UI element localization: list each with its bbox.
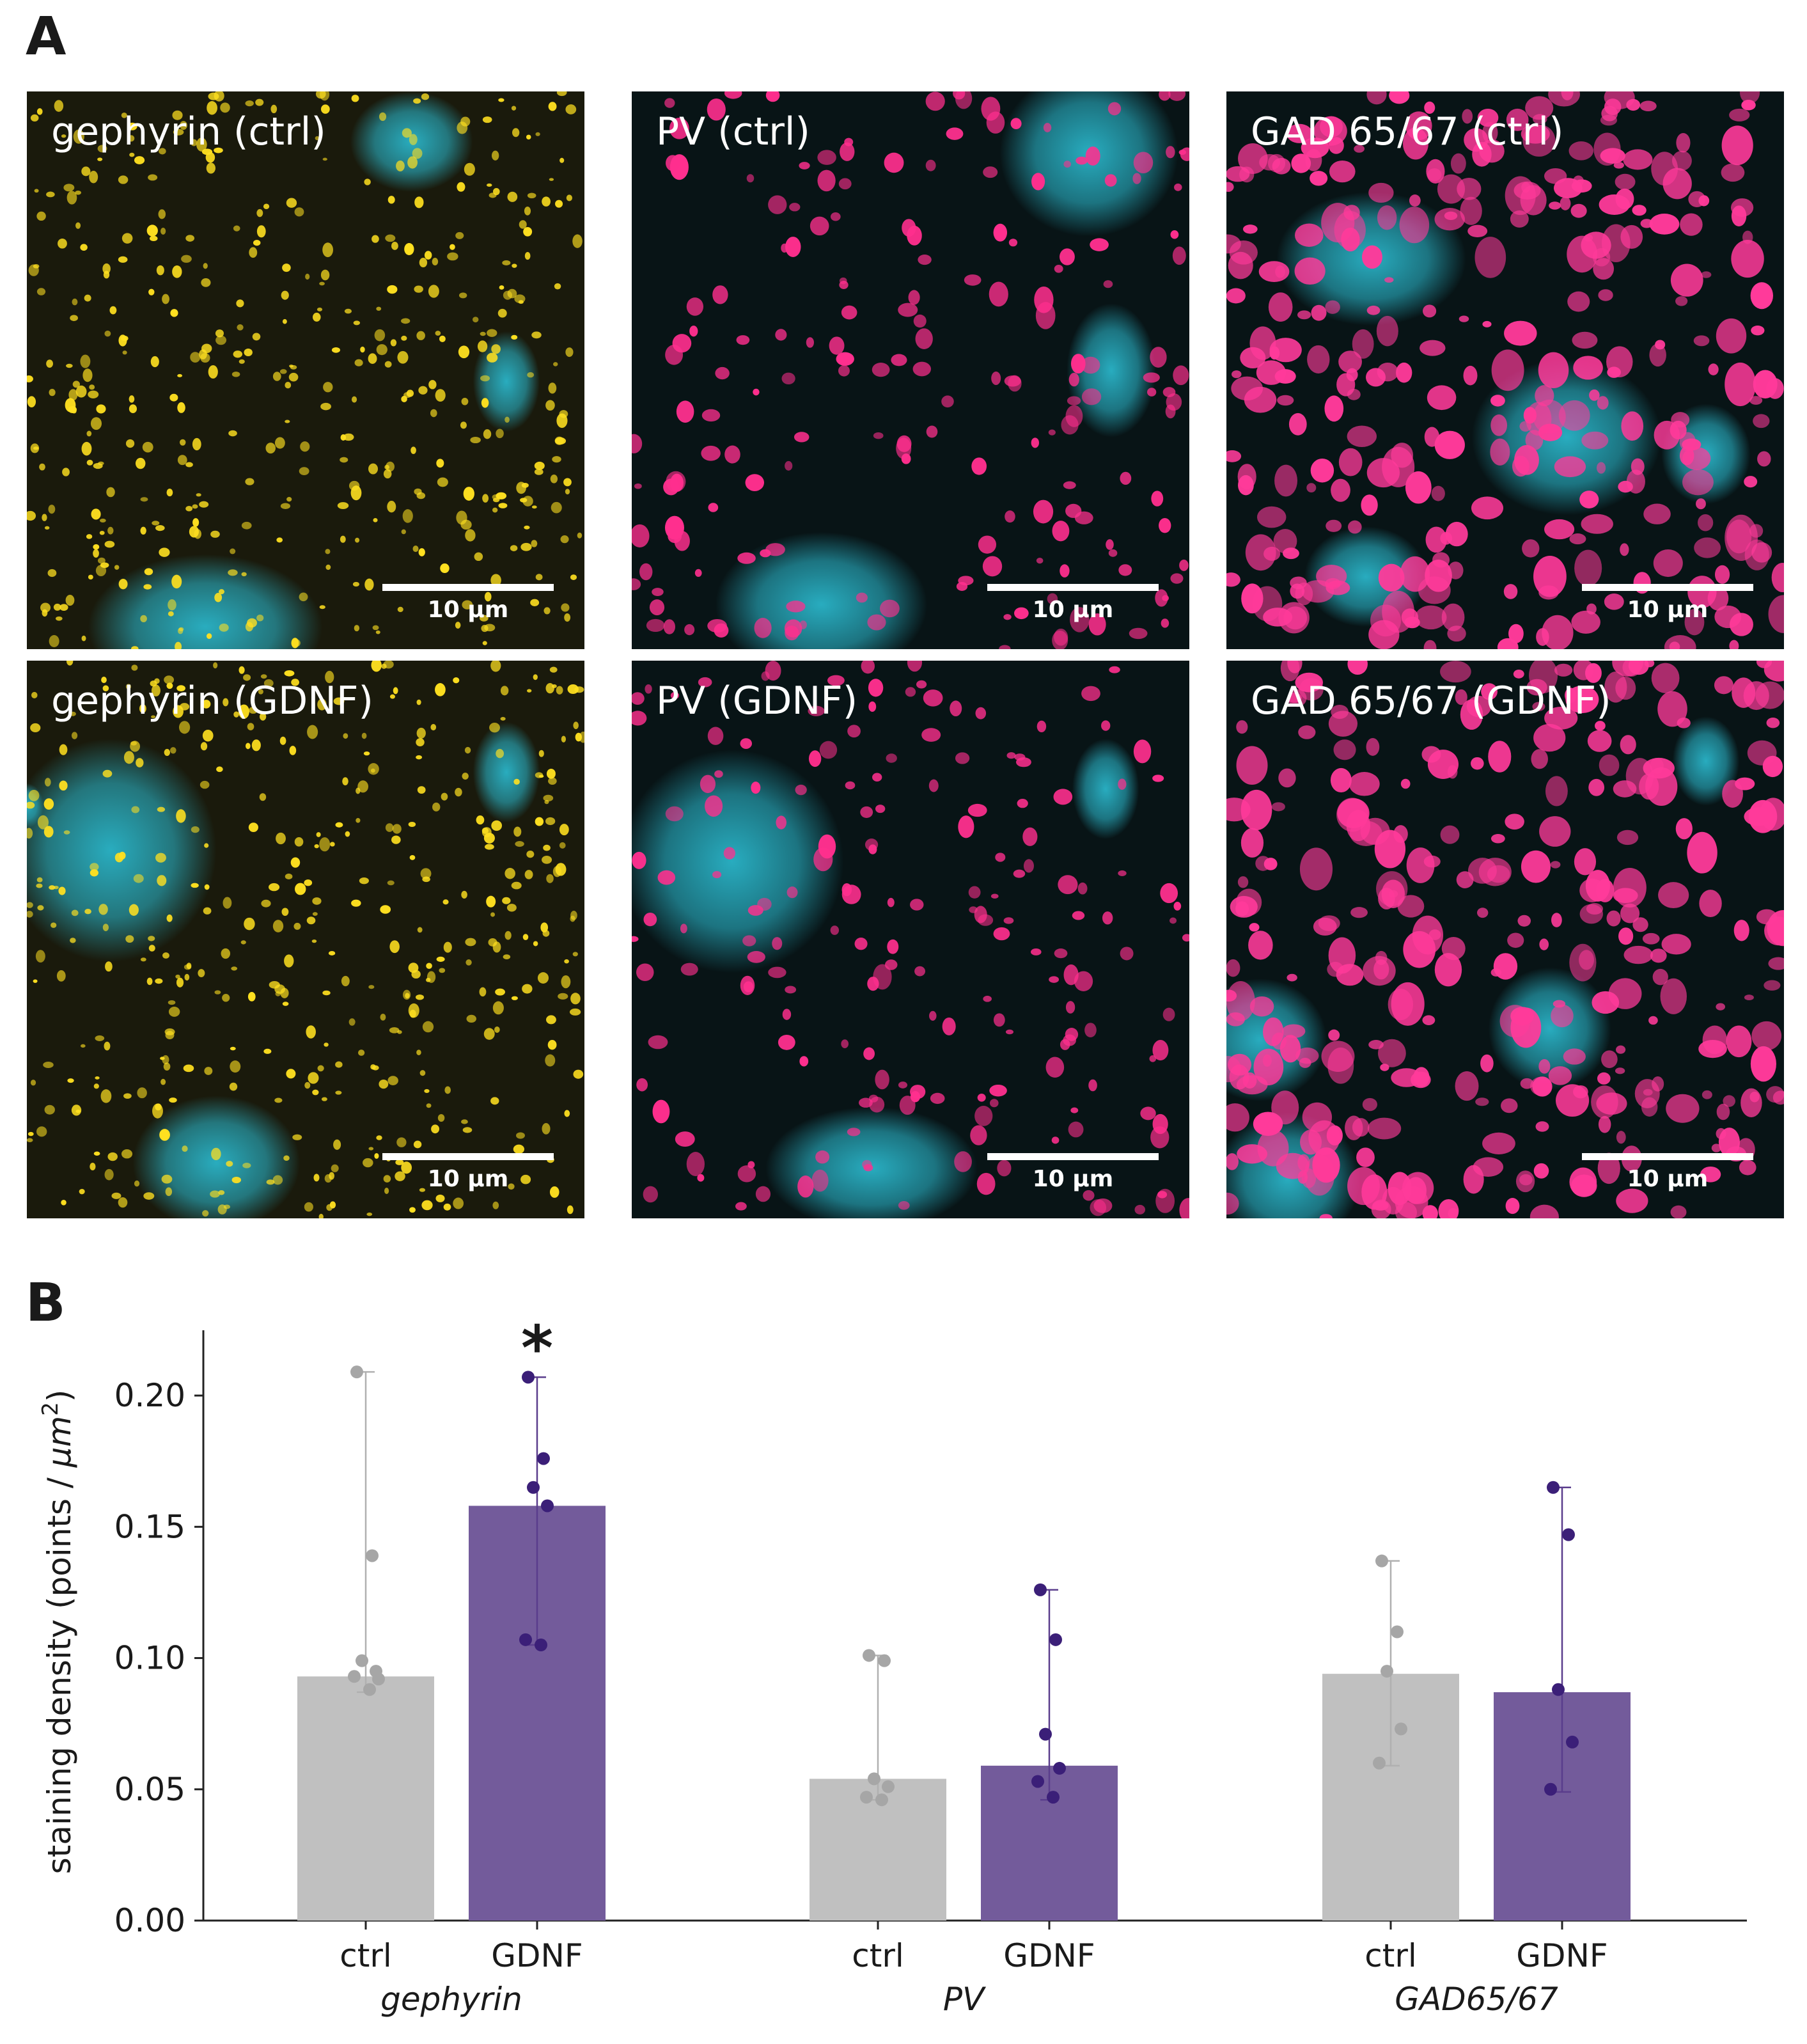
x-tick-label: ctrl: [1365, 1937, 1417, 1974]
data-point: [1562, 1528, 1575, 1541]
y-tick-label: 0.00: [114, 1902, 185, 1939]
bar-chart: 0.00 0.05 0.10 0.15 0.20 staining density (po…: [38, 1312, 1747, 2018]
scale-bar-label: 10 µm: [1627, 597, 1709, 623]
x-tick-label: GDNF: [1003, 1937, 1095, 1974]
micrograph-label: PV (GDNF): [656, 679, 858, 723]
nucleus: [27, 739, 217, 962]
scale-bar-label: 10 µm: [1032, 1166, 1114, 1192]
micrograph-5: PV (GDNF) 10 µm: [632, 661, 1189, 1218]
micrograph-4: gephyrin (GDNF) 10 µm: [27, 661, 584, 1218]
micrograph-image: [27, 91, 584, 649]
nucleus: [473, 721, 540, 822]
data-point: [1544, 1782, 1557, 1796]
data-point: [1053, 1761, 1066, 1775]
data-point: [875, 1793, 888, 1807]
data-point: [356, 1654, 368, 1667]
data-point: [366, 1549, 379, 1562]
scale-bar-label: 10 µm: [1032, 597, 1114, 623]
data-point: [1375, 1554, 1388, 1568]
scale-bar: [987, 584, 1159, 591]
data-point: [372, 1672, 385, 1686]
y-axis-label: staining density (points / µm2): [38, 1390, 78, 1875]
data-point: [348, 1670, 361, 1683]
micrograph-2: PV (ctrl) 10 µm: [632, 91, 1189, 649]
data-point: [1034, 1583, 1047, 1596]
scale-bar: [1582, 1153, 1753, 1160]
scale-bar-label: 10 µm: [427, 597, 509, 623]
micrograph-image: [632, 91, 1189, 649]
data-point: [882, 1780, 895, 1793]
panel-letter-b: B: [26, 1273, 66, 1333]
data-point: [363, 1683, 376, 1696]
group-label: PV: [943, 1981, 987, 2018]
x-tick-label: GDNF: [491, 1937, 583, 1974]
data-point: [350, 1365, 363, 1379]
bar-gephyrin-ctrl: [297, 1676, 434, 1921]
y-tick-label: 0.20: [114, 1377, 185, 1414]
data-point: [535, 1639, 547, 1652]
data-point: [1391, 1625, 1404, 1639]
data-point: [1031, 1775, 1044, 1788]
data-point: [1381, 1665, 1393, 1678]
data-point: [1047, 1791, 1060, 1804]
micrograph-image: [27, 661, 584, 1218]
data-point: [878, 1654, 891, 1667]
micrograph-image: [1226, 91, 1784, 649]
nucleus: [1672, 716, 1740, 806]
micrograph-image: [1226, 661, 1784, 1218]
micrograph-label: gephyrin (GDNF): [51, 679, 373, 723]
micrograph-label: GAD 65/67 (GDNF): [1251, 679, 1611, 723]
data-point: [1049, 1633, 1062, 1646]
micrograph-1: gephyrin (ctrl) 10 µm: [27, 91, 584, 649]
scale-bar-label: 10 µm: [1627, 1166, 1709, 1192]
data-point: [527, 1481, 540, 1494]
micrograph-label: GAD 65/67 (ctrl): [1251, 109, 1564, 154]
micrograph-label: PV (ctrl): [656, 109, 810, 154]
micrograph-label: gephyrin (ctrl): [51, 109, 326, 154]
micrograph-3: GAD 65/67 (ctrl) 10 µm: [1226, 91, 1784, 649]
micrograph-image: [632, 661, 1189, 1218]
scale-bar-label: 10 µm: [427, 1166, 509, 1192]
y-tick-label: 0.10: [114, 1640, 185, 1677]
x-tick-label: ctrl: [852, 1937, 904, 1974]
nucleus: [1072, 739, 1139, 840]
data-point: [1395, 1722, 1407, 1736]
nucleus: [88, 554, 323, 649]
data-point: [1566, 1735, 1579, 1749]
y-tick-label: 0.15: [114, 1508, 185, 1545]
group-label: GAD65/67: [1395, 1981, 1558, 2018]
data-point: [1547, 1481, 1560, 1494]
panel-letter-a: A: [26, 6, 66, 67]
data-point: [1039, 1727, 1052, 1741]
data-point: [537, 1452, 550, 1465]
data-point: [860, 1791, 873, 1804]
scale-bar: [987, 1153, 1159, 1160]
data-point: [1373, 1756, 1386, 1770]
x-tick-label: GDNF: [1516, 1937, 1608, 1974]
significance-marker: *: [521, 1312, 553, 1384]
nucleus: [632, 750, 844, 973]
scale-bar: [382, 1153, 554, 1160]
micrograph-6: GAD 65/67 (GDNF) 10 µm: [1226, 661, 1784, 1218]
group-label: gephyrin: [380, 1981, 522, 2018]
data-point: [868, 1772, 880, 1786]
data-point: [519, 1633, 532, 1646]
data-point: [541, 1499, 554, 1513]
data-point: [522, 1371, 535, 1384]
scale-bar: [1582, 584, 1753, 591]
data-point: [1552, 1683, 1565, 1696]
x-tick-label: ctrl: [340, 1937, 392, 1974]
y-tick-label: 0.05: [114, 1771, 185, 1808]
data-point: [863, 1649, 875, 1662]
scale-bar: [382, 584, 554, 591]
